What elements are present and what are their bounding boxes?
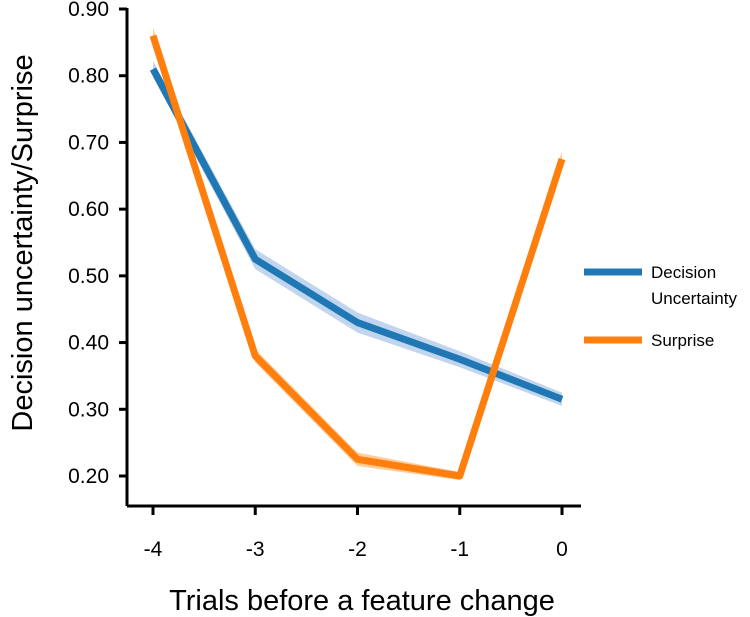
legend-label-decision-uncertainty: Uncertainty [651, 289, 737, 308]
surprise-line [149, 34, 566, 480]
x-tick-label: -4 [144, 538, 163, 561]
y-tick-label: 0.20 [68, 465, 109, 488]
y-tick-label: 0.70 [68, 131, 109, 154]
legend-label-surprise: Surprise [651, 331, 714, 350]
y-axis-ticks: 0.20 0.30 0.40 0.50 0.60 0.70 0.80 0.90 [68, 0, 127, 488]
x-tick-label: -2 [348, 538, 367, 561]
y-tick-label: 0.50 [68, 265, 109, 288]
x-axis-ticks: -4 -3 -2 -1 0 [144, 506, 568, 561]
y-axis-title: Decision uncertainty/Surprise [7, 54, 39, 431]
x-tick-label: 0 [556, 538, 568, 561]
legend: Decision Uncertainty Surprise [584, 263, 737, 350]
y-tick-label: 0.60 [68, 198, 109, 221]
x-tick-label: -1 [450, 538, 469, 561]
surprise-error-band [153, 27, 562, 481]
legend-label-decision-uncertainty: Decision [651, 263, 716, 282]
x-tick-label: -3 [246, 538, 265, 561]
series-lines [149, 34, 566, 480]
error-bands [153, 27, 562, 481]
x-axis-title: Trials before a feature change [169, 585, 555, 617]
y-tick-label: 0.80 [68, 65, 109, 88]
y-tick-label: 0.90 [68, 0, 109, 21]
y-tick-label: 0.40 [68, 332, 109, 355]
y-tick-label: 0.30 [68, 398, 109, 421]
